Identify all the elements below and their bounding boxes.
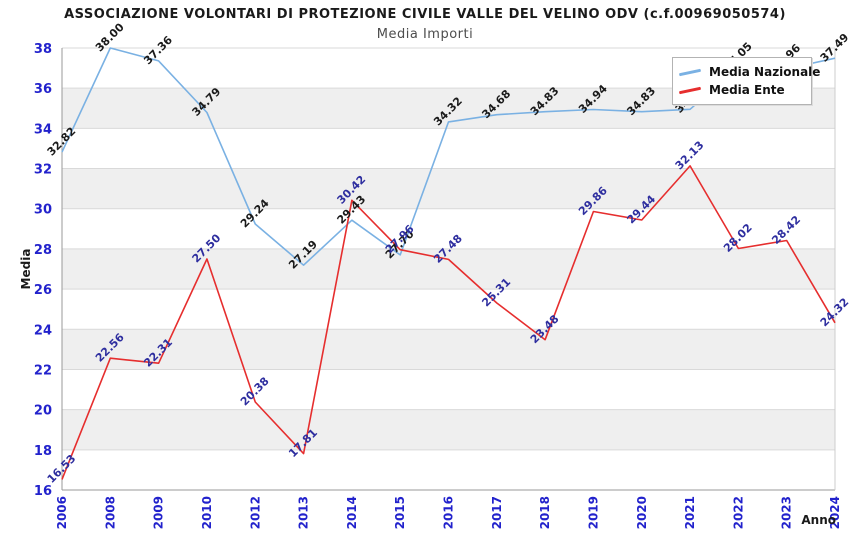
y-tick-label: 22 — [34, 363, 52, 378]
data-point-label: 28.42 — [769, 213, 803, 247]
legend-item-media-nazionale: Media Nazionale — [678, 63, 820, 81]
y-tick-label: 16 — [34, 484, 52, 499]
y-axis-title: Media — [19, 249, 33, 290]
series-line-media-ente — [61, 165, 836, 480]
x-tick-label: 2018 — [538, 496, 552, 529]
grid-band — [62, 168, 835, 209]
media-ente-line-swatch-icon — [678, 86, 702, 94]
legend: Media Nazionale Media Ente — [672, 57, 820, 105]
x-tick-label: 2014 — [345, 496, 359, 529]
x-tick-label: 2009 — [152, 496, 166, 529]
y-tick-label: 38 — [34, 42, 52, 57]
x-tick-label: 2019 — [586, 496, 600, 529]
x-tick-label: 2017 — [490, 496, 504, 529]
x-tick-label: 2020 — [635, 496, 649, 529]
x-tick-label: 2010 — [200, 496, 214, 529]
y-tick-label: 18 — [34, 444, 52, 459]
grid-band — [62, 409, 835, 450]
chart-subtitle: Media Importi — [376, 27, 474, 42]
x-tick-label: 2006 — [55, 496, 69, 529]
data-point-label: 20.38 — [238, 375, 272, 409]
y-tick-label: 30 — [34, 203, 52, 218]
y-tick-label: 20 — [34, 404, 52, 419]
y-tick-label: 26 — [34, 283, 52, 298]
x-tick-label: 2008 — [103, 496, 117, 529]
x-tick-label: 2021 — [683, 496, 697, 529]
y-tick-label: 28 — [34, 243, 52, 258]
x-tick-label: 2015 — [393, 496, 407, 529]
y-tick-label: 34 — [34, 122, 52, 137]
media-nazionale-line-swatch-icon — [678, 68, 702, 76]
legend-label: Media Nazionale — [709, 65, 821, 79]
y-tick-label: 32 — [34, 163, 52, 178]
x-tick-label: 2024 — [828, 496, 842, 529]
data-point-label: 37.36 — [141, 33, 175, 67]
x-tick-label: 2016 — [442, 496, 456, 529]
legend-label: Media Ente — [709, 83, 785, 97]
legend-item-media-ente: Media Ente — [678, 81, 805, 99]
y-tick-label: 24 — [34, 323, 52, 338]
grid-band — [62, 329, 835, 370]
chart-title: ASSOCIAZIONE VOLONTARI DI PROTEZIONE CIV… — [64, 7, 786, 22]
x-tick-label: 2012 — [248, 496, 262, 529]
x-tick-label: 2013 — [297, 496, 311, 529]
x-tick-label: 2023 — [780, 496, 794, 529]
x-axis-title: Anno — [801, 513, 836, 527]
grid-band — [62, 248, 835, 290]
x-tick-label: 2022 — [731, 496, 745, 529]
y-tick-label: 36 — [34, 82, 52, 97]
